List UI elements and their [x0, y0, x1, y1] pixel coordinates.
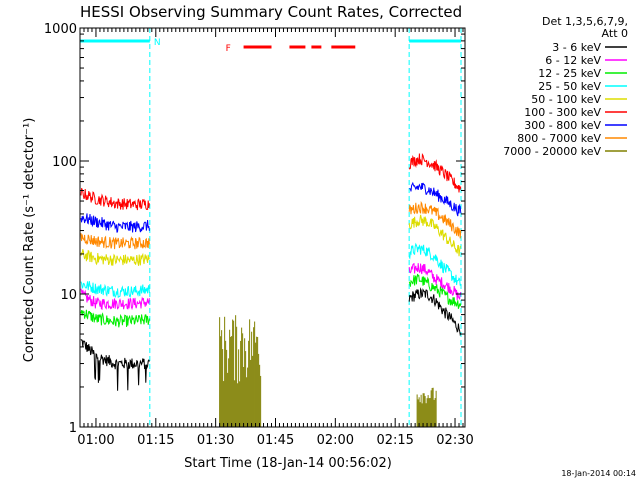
series-trace	[80, 214, 461, 266]
series-trace	[80, 242, 462, 298]
y-tick-label: 1	[69, 421, 77, 436]
y-tick-label: 100	[52, 155, 77, 170]
legend-header: Att 0	[602, 27, 628, 40]
series-100-300-kev	[80, 152, 462, 211]
series-12-25-kev	[80, 273, 462, 328]
x-axis: 01:00 01:15 01:30 01:45 02:00 02:15 02:30	[77, 28, 474, 448]
series-trace	[80, 273, 462, 328]
legend-label: 6 - 12 keV	[545, 54, 601, 67]
x-tick-label: 02:15	[376, 433, 413, 448]
x-tick-label: 02:30	[436, 433, 473, 448]
legend-label: 50 - 100 keV	[531, 93, 601, 106]
legend-label: 12 - 25 keV	[538, 67, 601, 80]
legend-label: 100 - 300 keV	[524, 106, 601, 119]
series-50-100-kev	[80, 214, 461, 266]
status-bar-label-f: F	[226, 44, 231, 54]
plot-area: NF	[80, 28, 462, 427]
x-tick-label: 01:45	[257, 433, 294, 448]
series-25-50-kev	[80, 242, 462, 298]
series-trace	[80, 152, 462, 211]
legend-label: 800 - 7000 keV	[517, 132, 601, 145]
legend-header: Det 1,3,5,6,7,9,	[542, 15, 628, 28]
series-300-800-kev	[80, 181, 462, 233]
chart-title: HESSI Observing Summary Count Rates, Cor…	[80, 3, 462, 21]
y-axis: 1 10 100 1000	[44, 22, 465, 436]
footer-timestamp: 18-Jan-2014 00:14	[561, 469, 636, 478]
x-axis-label: Start Time (18-Jan-14 00:56:02)	[184, 456, 392, 471]
legend-label: 25 - 50 keV	[538, 80, 601, 93]
plot-frame	[79, 27, 466, 428]
series-trace	[80, 262, 462, 311]
x-tick-label: 01:00	[77, 433, 114, 448]
series-6-12-kev	[80, 262, 462, 311]
legend-label: 7000 - 20000 keV	[503, 145, 601, 158]
series-800-7000-kev	[80, 200, 462, 250]
series-3-6-kev	[80, 287, 462, 391]
status-bar-label-n: N	[154, 38, 161, 48]
y-tick-label: 1000	[44, 22, 77, 37]
series-trace	[80, 287, 462, 391]
legend-label: 3 - 6 keV	[552, 41, 601, 54]
legend-label: 300 - 800 keV	[524, 119, 601, 132]
series-trace	[80, 181, 462, 233]
x-tick-label: 01:15	[137, 433, 174, 448]
series-trace	[80, 200, 462, 250]
series-7000-20000-kev	[219, 315, 437, 427]
x-tick-label: 01:30	[197, 433, 234, 448]
y-axis-label: Corrected Count Rate (s⁻¹ detector⁻¹)	[22, 118, 37, 363]
y-tick-label: 10	[60, 288, 77, 303]
x-tick-label: 02:00	[317, 433, 354, 448]
